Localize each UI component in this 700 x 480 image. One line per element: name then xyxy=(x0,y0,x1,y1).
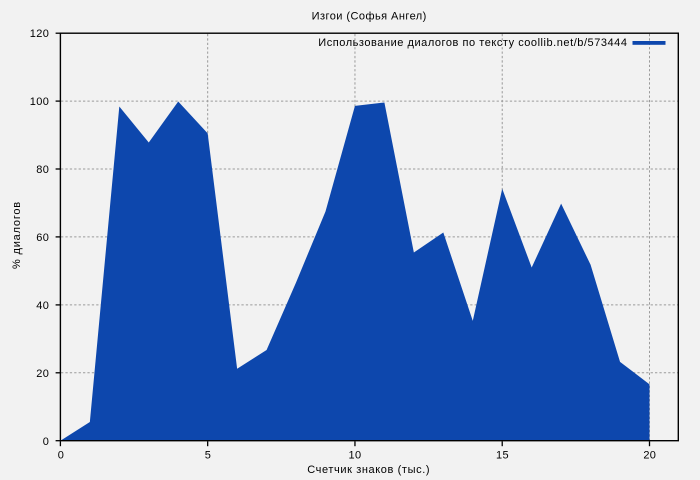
svg-text:60: 60 xyxy=(36,232,49,244)
svg-text:0: 0 xyxy=(43,436,49,448)
svg-text:5: 5 xyxy=(205,450,211,462)
svg-text:% диалогов: % диалогов xyxy=(11,201,23,269)
svg-text:Использование диалогов по текс: Использование диалогов по тексту coollib… xyxy=(318,37,627,49)
svg-text:0: 0 xyxy=(58,450,64,462)
svg-text:10: 10 xyxy=(349,450,362,462)
svg-text:15: 15 xyxy=(496,450,509,462)
svg-text:120: 120 xyxy=(30,28,49,40)
svg-text:80: 80 xyxy=(36,164,49,176)
svg-text:Счетчик знаков (тыс.): Счетчик знаков (тыс.) xyxy=(307,464,430,476)
svg-text:20: 20 xyxy=(643,450,656,462)
svg-text:100: 100 xyxy=(30,96,49,108)
svg-text:Изгои (Софья Ангел): Изгои (Софья Ангел) xyxy=(312,11,427,23)
svg-text:20: 20 xyxy=(36,368,49,380)
svg-text:40: 40 xyxy=(36,300,49,312)
